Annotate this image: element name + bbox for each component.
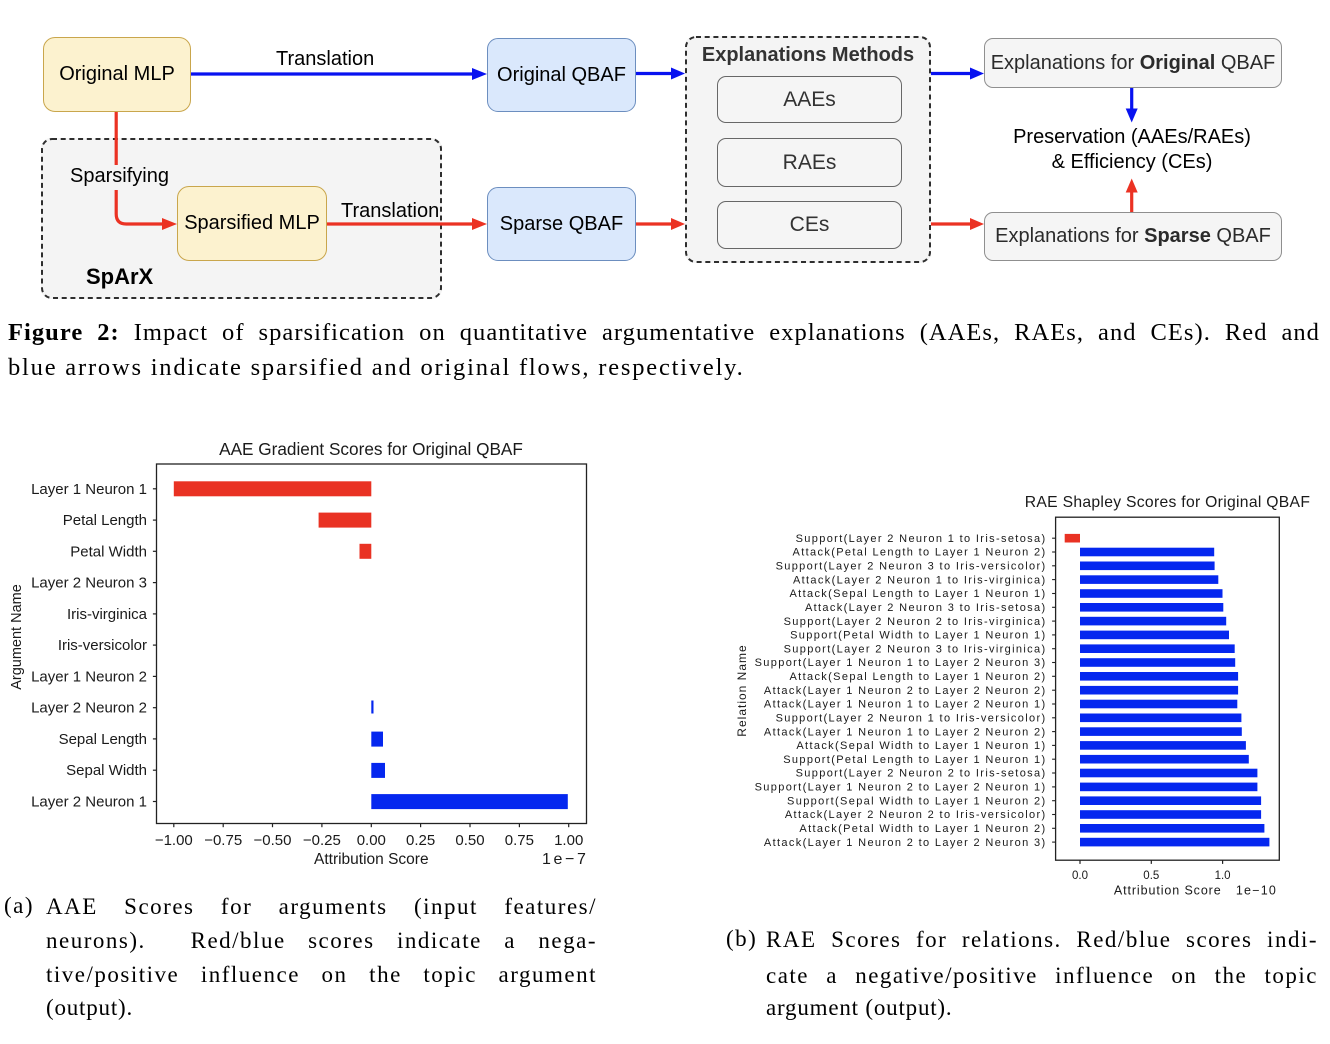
svg-text:Attack(Layer 1 Neuron 2 to Lay: Attack(Layer 1 Neuron 2 to Layer 2 Neuro… bbox=[764, 837, 1047, 849]
svg-text:Attack(Layer 1 Neuron 2 to Lay: Attack(Layer 1 Neuron 2 to Layer 2 Neuro… bbox=[764, 685, 1047, 697]
svg-text:0.50: 0.50 bbox=[455, 832, 484, 849]
svg-text:Support(Sepal Width to Layer 1: Support(Sepal Width to Layer 1 Neuron 2) bbox=[787, 795, 1046, 807]
svg-text:Petal Width: Petal Width bbox=[70, 543, 147, 560]
svg-text:Petal Length: Petal Length bbox=[63, 512, 147, 529]
svg-text:Support(Petal Length to Layer: Support(Petal Length to Layer 1 Neuron 1… bbox=[783, 754, 1046, 766]
svg-text:Layer 1 Neuron 1: Layer 1 Neuron 1 bbox=[31, 481, 147, 498]
svg-text:1e−7: 1e−7 bbox=[542, 851, 588, 868]
svg-text:Attribution Score: Attribution Score bbox=[1114, 884, 1222, 898]
svg-text:0.25: 0.25 bbox=[406, 832, 435, 849]
svg-text:Layer 2 Neuron 2: Layer 2 Neuron 2 bbox=[31, 700, 147, 717]
svg-text:Layer 2 Neuron 3: Layer 2 Neuron 3 bbox=[31, 575, 147, 592]
svg-text:Attack(Layer 1 Neuron 1 to Lay: Attack(Layer 1 Neuron 1 to Layer 2 Neuro… bbox=[764, 726, 1047, 738]
svg-text:RAE Shapley Scores for Origina: RAE Shapley Scores for Original QBAF bbox=[1025, 494, 1310, 511]
svg-text:−0.25: −0.25 bbox=[303, 832, 341, 849]
svg-text:Argument Name: Argument Name bbox=[9, 584, 25, 690]
svg-text:0.0: 0.0 bbox=[1072, 870, 1088, 882]
svg-text:Relation Name: Relation Name bbox=[735, 644, 749, 736]
svg-text:Layer 2 Neuron 1: Layer 2 Neuron 1 bbox=[31, 794, 147, 811]
svg-text:Iris-virginica: Iris-virginica bbox=[67, 606, 148, 623]
svg-text:AAE Gradient Scores for Origin: AAE Gradient Scores for Original QBAF bbox=[219, 439, 523, 459]
svg-text:Sepal Width: Sepal Width bbox=[66, 762, 147, 779]
svg-text:1.0: 1.0 bbox=[1215, 870, 1231, 882]
svg-text:Attack(Layer 1 Neuron 1 to Lay: Attack(Layer 1 Neuron 1 to Layer 2 Neuro… bbox=[764, 699, 1047, 711]
svg-text:1.00: 1.00 bbox=[554, 832, 583, 849]
svg-text:Support(Layer 2 Neuron 1 to Ir: Support(Layer 2 Neuron 1 to Iris-setosa) bbox=[796, 533, 1047, 545]
svg-text:Support(Layer 2 Neuron 2 to Ir: Support(Layer 2 Neuron 2 to Iris-virgini… bbox=[784, 616, 1047, 628]
svg-text:Attribution Score: Attribution Score bbox=[314, 851, 429, 868]
svg-text:Attack(Sepal Length to Layer 1: Attack(Sepal Length to Layer 1 Neuron 1) bbox=[789, 588, 1046, 600]
svg-text:Support(Layer 1 Neuron 1 to La: Support(Layer 1 Neuron 1 to Layer 2 Neur… bbox=[755, 657, 1047, 669]
svg-text:Sepal Length: Sepal Length bbox=[59, 731, 147, 748]
svg-text:0.5: 0.5 bbox=[1143, 870, 1159, 882]
svg-text:−0.50: −0.50 bbox=[254, 832, 292, 849]
svg-text:Attack(Layer 2 Neuron 3 to Iri: Attack(Layer 2 Neuron 3 to Iris-setosa) bbox=[805, 602, 1047, 614]
svg-text:Iris-versicolor: Iris-versicolor bbox=[58, 637, 147, 654]
svg-text:Attack(Layer 2 Neuron 2 to Iri: Attack(Layer 2 Neuron 2 to Iris-versicol… bbox=[785, 809, 1047, 821]
svg-text:Attack(Petal Width to Layer 1: Attack(Petal Width to Layer 1 Neuron 2) bbox=[799, 823, 1046, 835]
svg-text:−0.75: −0.75 bbox=[204, 832, 242, 849]
svg-text:Support(Layer 2 Neuron 3 to Ir: Support(Layer 2 Neuron 3 to Iris-versico… bbox=[776, 561, 1047, 573]
svg-text:Attack(Petal Length to Layer 1: Attack(Petal Length to Layer 1 Neuron 2) bbox=[793, 547, 1047, 559]
svg-text:Attack(Sepal Width to Layer 1: Attack(Sepal Width to Layer 1 Neuron 1) bbox=[796, 740, 1046, 752]
svg-text:0.00: 0.00 bbox=[357, 832, 386, 849]
svg-text:Support(Layer 1 Neuron 2 to La: Support(Layer 1 Neuron 2 to Layer 2 Neur… bbox=[755, 782, 1047, 794]
svg-text:Attack(Sepal Length to Layer 1: Attack(Sepal Length to Layer 1 Neuron 2) bbox=[789, 671, 1046, 683]
svg-text:Support(Layer 2 Neuron 2 to Ir: Support(Layer 2 Neuron 2 to Iris-setosa) bbox=[796, 768, 1047, 780]
svg-text:Attack(Layer 2 Neuron 1 to Iri: Attack(Layer 2 Neuron 1 to Iris-virginic… bbox=[793, 574, 1047, 586]
svg-text:Support(Petal Width to Layer 1: Support(Petal Width to Layer 1 Neuron 1) bbox=[790, 630, 1046, 642]
svg-text:Support(Layer 2 Neuron 1 to Ir: Support(Layer 2 Neuron 1 to Iris-versico… bbox=[776, 713, 1047, 725]
svg-text:1e−10: 1e−10 bbox=[1236, 884, 1277, 898]
svg-text:Support(Layer 2 Neuron 3 to Ir: Support(Layer 2 Neuron 3 to Iris-virgini… bbox=[784, 643, 1047, 655]
svg-text:Layer 1 Neuron 2: Layer 1 Neuron 2 bbox=[31, 668, 147, 685]
svg-text:−1.00: −1.00 bbox=[155, 832, 193, 849]
svg-text:0.75: 0.75 bbox=[505, 832, 534, 849]
